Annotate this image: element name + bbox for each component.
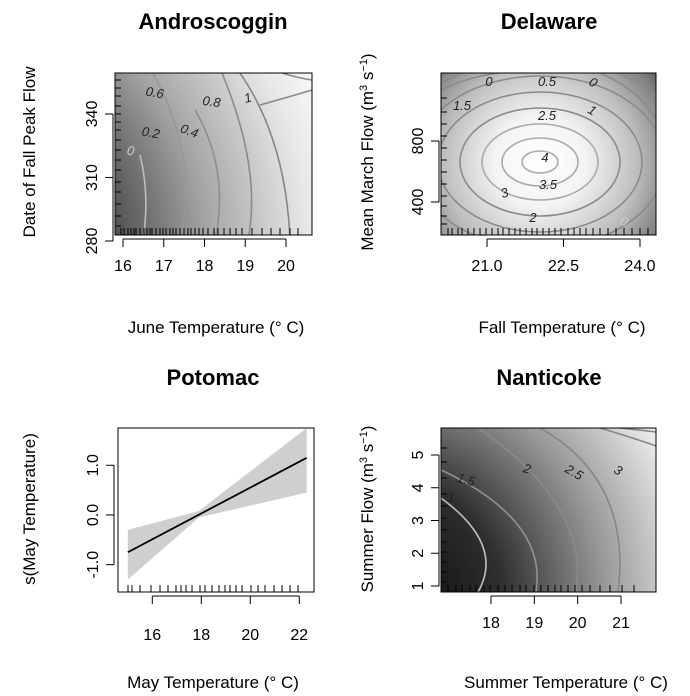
- x-tick-label: 22: [290, 627, 308, 644]
- x-tick-label: 16: [143, 627, 161, 644]
- contour-label: 0.4: [178, 121, 200, 141]
- x-tick-label: 18: [196, 258, 214, 275]
- y-tick-label: 800: [410, 128, 427, 155]
- contour-line: [599, 428, 656, 447]
- contour-line: [481, 123, 599, 201]
- contour-group: [441, 73, 656, 235]
- y-tick-label: 3: [410, 516, 427, 525]
- contour-line: [441, 75, 656, 235]
- y-tick-label: 310: [84, 164, 101, 191]
- x-tick-label: 18: [482, 615, 500, 632]
- x-tick-label: 17: [155, 258, 173, 275]
- contour-label: 0.8: [202, 93, 223, 110]
- contour-line: [281, 73, 312, 81]
- x-axis-label: May Temperature (° C): [127, 673, 299, 692]
- y-tick-label: 5: [410, 450, 427, 459]
- contour-line: [441, 469, 538, 592]
- contour-label: 0.5: [538, 74, 557, 89]
- plot-area: [127, 428, 308, 580]
- y-axis-label: Summer Flow (m3 s−1): [358, 426, 377, 593]
- contour-label: 0.2: [141, 124, 162, 142]
- y-tick-label: 280: [84, 228, 101, 255]
- x-tick-label: 19: [525, 615, 543, 632]
- x-tick-label: 16: [114, 258, 132, 275]
- panel-title: Potomac: [167, 365, 260, 390]
- contour-line: [259, 89, 312, 106]
- contour-label: 2.5: [537, 108, 557, 123]
- contour-label: 1: [479, 224, 486, 239]
- y-axis-label: s(May Temperature): [20, 433, 39, 585]
- x-tick-label: 24.0: [624, 258, 655, 275]
- y-tick-label: 1: [410, 581, 427, 590]
- x-tick-label: 19: [236, 258, 254, 275]
- contour-line: [441, 73, 501, 91]
- contour-line: [459, 107, 621, 217]
- contour-line: [539, 428, 621, 592]
- contour-line: [239, 73, 291, 235]
- series-line: [127, 457, 308, 554]
- x-tick-label: 20: [241, 627, 259, 644]
- contour-line: [194, 109, 221, 235]
- y-tick-label: 4: [410, 483, 427, 492]
- contour-line: [441, 91, 643, 233]
- contour-line: [599, 73, 656, 121]
- panel-title: Nanticoke: [496, 365, 601, 390]
- x-tick-label: 22.5: [548, 258, 579, 275]
- contour-label: 0: [126, 143, 136, 159]
- contour-label: 1: [447, 490, 454, 505]
- x-axis-label: Summer Temperature (° C): [464, 673, 668, 692]
- heatmap-surface: [441, 428, 656, 592]
- contour-line: [501, 137, 579, 187]
- contour-line: [221, 73, 253, 235]
- x-axis-label: June Temperature (° C): [128, 318, 305, 337]
- x-tick-label: 21: [612, 615, 630, 632]
- contour-label: 2: [528, 210, 537, 225]
- contour-line: [521, 150, 559, 174]
- x-tick-label: 20: [569, 615, 587, 632]
- y-tick-label: 400: [410, 189, 427, 216]
- contour-label: 0.6: [145, 84, 166, 102]
- contour-group: [139, 73, 312, 235]
- panel-title: Delaware: [501, 9, 598, 34]
- contour-line: [477, 428, 579, 592]
- y-tick-label: 1.0: [85, 454, 102, 476]
- x-tick-label: 20: [277, 258, 295, 275]
- contour-label: 0: [485, 74, 493, 89]
- contour-label: 1.5: [455, 470, 477, 489]
- panel-androscoggin: Androscoggin 0 0.2 0.4 0.6 0.8 1 16 17 18 19 20 280 3…: [20, 9, 313, 337]
- confidence-band: [127, 428, 307, 580]
- x-axis-label: Fall Temperature (° C): [478, 318, 645, 337]
- y-tick-label: 2: [410, 549, 427, 558]
- contour-line: [441, 497, 487, 592]
- y-tick-label: 340: [84, 101, 101, 128]
- contour-line: [152, 73, 187, 235]
- x-tick-label: 21.0: [471, 258, 502, 275]
- y-tick-label: 0.0: [85, 504, 102, 526]
- contour-label: 1.5: [453, 98, 472, 113]
- plot-frame: [117, 427, 315, 593]
- contour-label: 3.5: [539, 177, 558, 192]
- contour-label: 4: [541, 150, 548, 165]
- panel-title: Androscoggin: [138, 9, 287, 34]
- panel-potomac: Potomac 16 18 20 22 -1.0 0.0 1.0 May Temperature…: [20, 365, 315, 692]
- heatmap-surface: [441, 73, 656, 235]
- y-axis-label: Mean March Flow (m3 s−1): [358, 53, 377, 250]
- y-tick-label: -1.0: [85, 551, 102, 579]
- contour-label: 1: [242, 89, 253, 105]
- y-axis-label: Date of Fall Peak Flow: [20, 66, 39, 238]
- x-tick-label: 18: [192, 627, 210, 644]
